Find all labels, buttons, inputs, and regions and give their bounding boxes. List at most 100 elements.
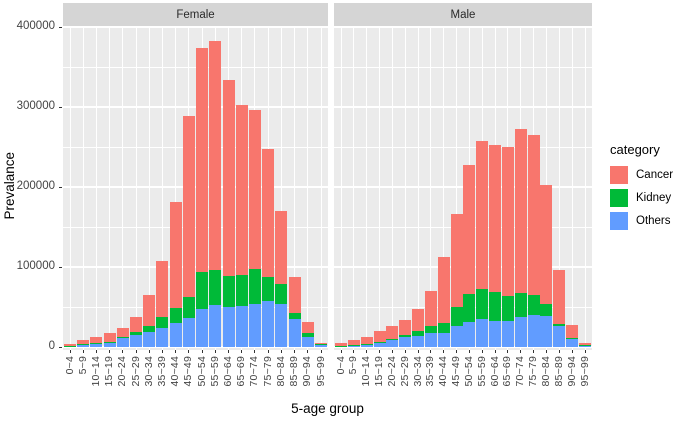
bar-segment-kidney [514, 293, 527, 318]
bar-segment-cancer [77, 339, 90, 345]
bar-segment-cancer [64, 343, 76, 346]
bar-segment-kidney [527, 295, 540, 315]
gridline-v [175, 26, 177, 350]
x-tick-label: 70~74 [248, 356, 261, 387]
x-tick [340, 350, 342, 353]
x-tick-label: 80~84 [539, 356, 552, 387]
gridline-minor [334, 226, 592, 228]
x-tick-label: 10~14 [89, 356, 102, 387]
x-tick-label: 65~69 [501, 356, 514, 387]
bar-segment-cancer [373, 331, 386, 342]
bar-segment-others [288, 319, 301, 347]
bar-segment-kidney [373, 341, 386, 343]
bar-segment-kidney [360, 343, 373, 345]
x-tick [353, 350, 355, 353]
bar-segment-others [347, 345, 360, 347]
legend-title: category [610, 142, 660, 157]
x-tick [456, 350, 458, 353]
x-tick [481, 350, 483, 353]
bar-segment-kidney [103, 342, 116, 343]
gridline-v [82, 26, 84, 350]
x-tick-label: 0~4 [334, 356, 347, 375]
gridline-minor [334, 146, 592, 148]
bar-segment-cancer [437, 256, 450, 323]
x-tick-label: 65~69 [235, 356, 248, 387]
bar-segment-kidney [130, 331, 143, 335]
bar-segment-others [399, 337, 412, 347]
legend-item-kidney: Kidney [610, 189, 685, 207]
x-tick-label: 80~84 [274, 356, 287, 387]
facet-panel-male [334, 26, 592, 350]
x-tick [228, 350, 230, 353]
x-tick [545, 350, 547, 353]
bar-segment-cancer [476, 141, 489, 289]
x-tick-label: 45~49 [450, 356, 463, 387]
x-tick-label: 20~24 [385, 356, 398, 387]
bar-segment-others [540, 315, 553, 347]
x-tick [417, 350, 419, 353]
bar-segment-kidney [90, 343, 103, 344]
bar-segment-kidney [209, 270, 222, 306]
x-tick [320, 350, 322, 353]
x-tick-label: 45~49 [182, 356, 195, 387]
bar-segment-cancer [143, 295, 156, 327]
gridline-major [334, 26, 592, 28]
x-tick [468, 350, 470, 353]
bar-segment-cancer [566, 325, 579, 338]
gridline-v [161, 26, 163, 350]
bar-segment-kidney [463, 294, 476, 323]
y-tick-label: 400000 [16, 20, 55, 32]
gridline-minor [63, 146, 328, 148]
bar-segment-cancer [288, 276, 301, 313]
x-tick-label: 0~4 [63, 356, 76, 375]
x-tick-label: 95~99 [578, 356, 591, 387]
gridline-minor [334, 66, 592, 68]
gridline-v [294, 26, 296, 350]
bar-segment-others [235, 306, 248, 347]
gridline-major [63, 26, 328, 28]
bar-segment-kidney [315, 344, 327, 345]
bar-segment-cancer [527, 135, 540, 295]
gridline-minor [63, 66, 328, 68]
bar-segment-kidney [566, 337, 579, 339]
x-tick [533, 350, 535, 353]
x-tick-label: 85~89 [288, 356, 301, 387]
x-tick-label: 20~24 [116, 356, 129, 387]
x-tick [391, 350, 393, 353]
gridline-major [63, 266, 328, 268]
y-tick-label: 300000 [16, 100, 55, 112]
bar-segment-others [301, 336, 314, 347]
bar-segment-kidney [143, 326, 156, 332]
bar-segment-others [566, 339, 579, 347]
x-tick [280, 350, 282, 353]
bar-segment-kidney [301, 332, 314, 337]
gridline-v [69, 26, 71, 350]
bar-segment-others [248, 303, 261, 347]
bar-segment-others [514, 317, 527, 347]
x-tick-label: 15~19 [103, 356, 116, 387]
gridline-major [63, 186, 328, 188]
gridline-v [443, 26, 445, 350]
x-tick-label: 90~94 [301, 356, 314, 387]
gridline-minor [63, 306, 328, 308]
gridline-major [334, 106, 592, 108]
x-tick [188, 350, 190, 353]
legend-swatch-others [610, 212, 628, 230]
gridline-v [148, 26, 150, 350]
bar-segment-cancer [235, 105, 248, 275]
bar-segment-cancer [386, 326, 399, 340]
bar-segment-others [463, 322, 476, 347]
x-tick-label: 95~99 [314, 356, 327, 387]
x-tick [494, 350, 496, 353]
y-tick-label: 100000 [16, 260, 55, 272]
bar-segment-others [143, 331, 156, 347]
x-tick [69, 350, 71, 353]
bar-segment-others [196, 308, 209, 347]
bar-segment-kidney [235, 275, 248, 307]
x-tick [109, 350, 111, 353]
gridline-v [135, 26, 137, 350]
x-tick [584, 350, 586, 353]
bar-segment-cancer [424, 291, 437, 327]
facet-panel-female [63, 26, 328, 350]
x-tick [241, 350, 243, 353]
